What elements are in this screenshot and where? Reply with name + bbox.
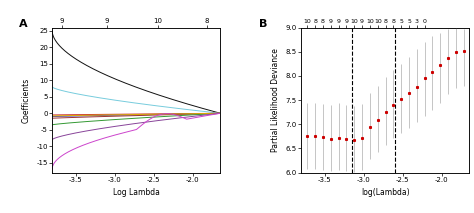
Text: A: A [18, 19, 27, 29]
Text: B: B [259, 19, 267, 29]
Y-axis label: Coefficients: Coefficients [22, 78, 31, 123]
Y-axis label: Partial Likelihood Deviance: Partial Likelihood Deviance [271, 48, 280, 152]
X-axis label: log(Lambda): log(Lambda) [361, 188, 410, 197]
X-axis label: Log Lambda: Log Lambda [113, 188, 160, 197]
